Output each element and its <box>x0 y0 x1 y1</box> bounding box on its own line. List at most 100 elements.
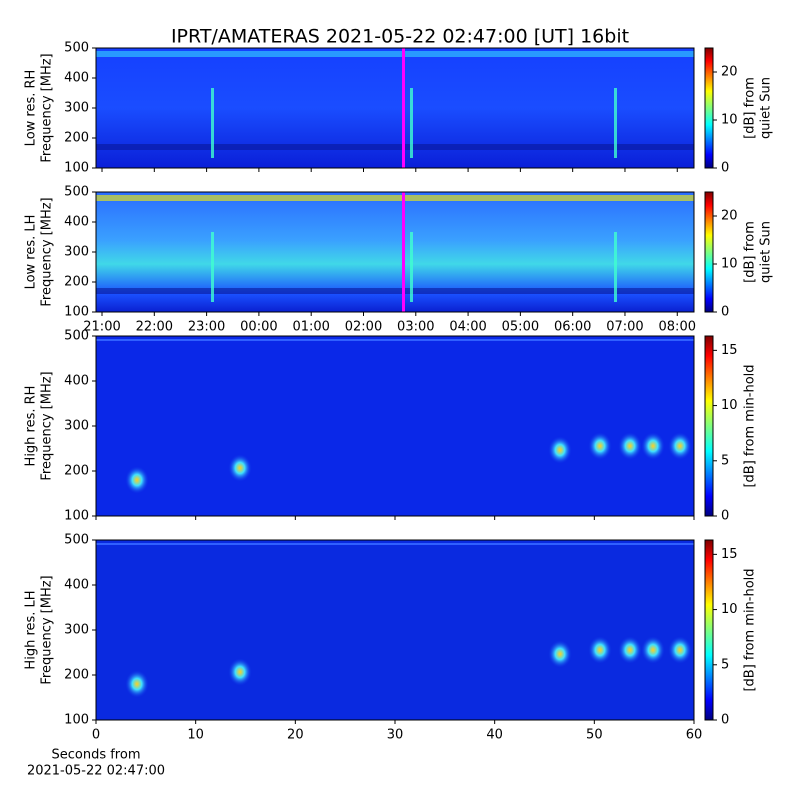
colorbar-label: quiet Sun <box>759 77 774 139</box>
y-tick-label: 300 <box>64 623 89 638</box>
colorbar-label: [dB] from min-hold <box>743 568 758 691</box>
burst <box>588 432 612 460</box>
colorbar-tick-label: 15 <box>721 547 738 562</box>
x-tick-label: 07:00 <box>606 320 643 335</box>
x-tick-label: 40 <box>486 728 503 743</box>
colorbar-tick-label: 15 <box>721 343 738 358</box>
colorbar <box>704 47 714 169</box>
band <box>96 51 694 57</box>
burst <box>618 636 642 664</box>
colorbar-tick-label: 0 <box>721 161 729 176</box>
colorbar-tick-label: 0 <box>721 509 729 524</box>
y-tick-label: 100 <box>64 713 89 728</box>
burst <box>618 432 642 460</box>
x-tick-label: 0 <box>92 728 100 743</box>
y-tick-label: 400 <box>64 578 89 593</box>
x-tick-label: 06:00 <box>554 320 591 335</box>
colorbar-tick-label: 0 <box>721 305 729 320</box>
y-axis-label: Low res. LH <box>24 215 39 290</box>
band <box>96 543 694 545</box>
x-tick-label: 50 <box>586 728 603 743</box>
colorbar-tick-label: 5 <box>721 657 729 672</box>
marker-line <box>402 192 405 312</box>
colorbar <box>704 191 714 313</box>
marker-line <box>402 48 405 168</box>
colorbar <box>704 539 714 721</box>
y-tick-label: 200 <box>64 275 89 290</box>
y-tick-label: 500 <box>64 41 89 56</box>
x-tick-label: 05:00 <box>502 320 539 335</box>
y-axis-label: Frequency [MHz] <box>40 575 55 684</box>
burst <box>668 636 692 664</box>
burst <box>588 636 612 664</box>
chart-title: IPRT/AMATERAS 2021-05-22 02:47:00 [UT] 1… <box>171 26 629 48</box>
colorbar-tick-label: 10 <box>721 257 738 272</box>
colorbar-label: quiet Sun <box>759 221 774 283</box>
y-axis-label: Frequency [MHz] <box>40 53 55 162</box>
burst <box>548 436 572 464</box>
spectrogram <box>96 540 694 720</box>
x-tick-label: 30 <box>387 728 404 743</box>
y-axis-label: Low res. RH <box>24 70 39 147</box>
x-tick-label: 10 <box>187 728 204 743</box>
colorbar-tick-label: 20 <box>721 209 738 224</box>
x-tick-label: 08:00 <box>659 320 696 335</box>
y-tick-label: 400 <box>64 374 89 389</box>
x-tick-label: 04:00 <box>449 320 486 335</box>
colorbar-tick-label: 10 <box>721 113 738 128</box>
burst <box>228 658 252 686</box>
band <box>96 195 694 201</box>
burst <box>211 88 214 158</box>
x-tick-label: 20 <box>287 728 304 743</box>
panel: 100 200 300 400 500 0 10 20 30 40 50 60 High res. LH… <box>24 533 758 779</box>
burst <box>614 232 617 302</box>
x-tick-label: 21:00 <box>83 320 120 335</box>
burst <box>641 636 665 664</box>
burst <box>668 432 692 460</box>
x-tick-label: 60 <box>686 728 703 743</box>
y-axis-label: High res. RH <box>24 386 39 467</box>
x-tick-label: 03:00 <box>397 320 434 335</box>
y-tick-label: 500 <box>64 185 89 200</box>
x-axis-label: 2021-05-22 02:47:00 <box>27 764 165 779</box>
y-tick-label: 100 <box>64 305 89 320</box>
colorbar-label: [dB] from <box>743 221 758 283</box>
burst <box>548 640 572 668</box>
x-tick-label: 00:00 <box>240 320 277 335</box>
band <box>96 144 694 150</box>
y-tick-label: 100 <box>64 509 89 524</box>
colorbar-tick-label: 10 <box>721 398 738 413</box>
x-tick-label: 23:00 <box>188 320 225 335</box>
y-axis-label: Frequency [MHz] <box>40 371 55 480</box>
y-tick-label: 200 <box>64 464 89 479</box>
colorbar-tick-label: 5 <box>721 453 729 468</box>
y-tick-label: 300 <box>64 419 89 434</box>
colorbar-tick-label: 10 <box>721 602 738 617</box>
x-axis-label: Seconds from <box>51 748 140 763</box>
y-axis-label: High res. LH <box>24 590 39 669</box>
colorbar-label: [dB] from <box>743 77 758 139</box>
x-tick-label: 02:00 <box>345 320 382 335</box>
burst <box>641 432 665 460</box>
y-tick-label: 200 <box>64 668 89 683</box>
burst <box>410 232 413 302</box>
burst <box>211 232 214 302</box>
y-tick-label: 500 <box>64 329 89 344</box>
y-tick-label: 300 <box>64 245 89 260</box>
burst <box>125 670 149 698</box>
y-tick-label: 200 <box>64 131 89 146</box>
colorbar-label: [dB] from min-hold <box>743 364 758 487</box>
colorbar-tick-label: 20 <box>721 65 738 80</box>
burst <box>614 88 617 158</box>
y-tick-label: 500 <box>64 533 89 548</box>
x-tick-label: 22:00 <box>136 320 173 335</box>
burst <box>228 454 252 482</box>
band <box>96 288 694 294</box>
y-tick-label: 300 <box>64 101 89 116</box>
band <box>96 339 694 341</box>
x-tick-label: 01:00 <box>292 320 329 335</box>
